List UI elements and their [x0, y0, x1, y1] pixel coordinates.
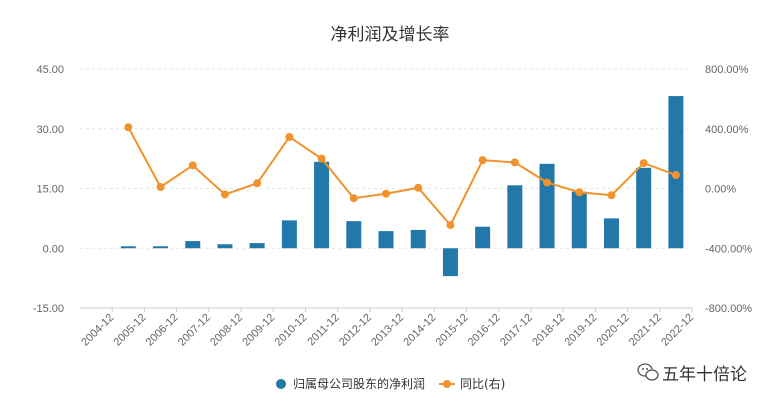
line-point[interactable]	[317, 154, 326, 163]
bar[interactable]	[571, 191, 587, 249]
line-point[interactable]	[285, 132, 294, 141]
line-point[interactable]	[543, 178, 552, 187]
bar[interactable]	[153, 246, 169, 249]
grid-lines	[80, 68, 692, 309]
bar[interactable]	[475, 226, 491, 249]
legend-bar-marker	[276, 379, 286, 389]
x-tick-label: 2014-12	[401, 312, 438, 349]
bar[interactable]	[346, 221, 362, 249]
x-tick-label: 2018-12	[530, 312, 567, 349]
right-tick-label: 400.00%	[705, 124, 749, 136]
right-tick-label: 0.00%	[705, 184, 736, 196]
growth-line	[127, 126, 677, 227]
x-tick-label: 2016-12	[466, 312, 503, 349]
legend-item-bar[interactable]: 归属母公司股东的净利润	[276, 376, 425, 391]
x-tick-label: 2022-12	[659, 312, 696, 349]
x-tick-label: 2020-12	[595, 312, 632, 349]
line-point[interactable]	[671, 171, 680, 180]
right-tick-label: -400.00%	[705, 243, 752, 255]
bar[interactable]	[636, 167, 652, 249]
bar[interactable]	[378, 231, 394, 249]
right-tick-label: -800.00%	[705, 303, 752, 315]
x-tick-label: 2010-12	[273, 312, 310, 349]
left-tick-label: 45.00	[36, 64, 64, 76]
bar[interactable]	[603, 218, 619, 249]
legend-line-label: 同比(右)	[460, 376, 505, 391]
line-point[interactable]	[156, 183, 165, 192]
bar[interactable]	[185, 241, 201, 249]
line-point[interactable]	[220, 190, 229, 199]
x-tick-label: 2013-12	[369, 312, 406, 349]
x-tick-label: 2021-12	[627, 312, 664, 349]
x-tick-label: 2012-12	[337, 312, 374, 349]
right-tick-label: 800.00%	[705, 64, 749, 76]
x-tick-label: 2005-12	[112, 312, 149, 349]
legend-bar-label: 归属母公司股东的净利润	[293, 376, 425, 391]
x-tick-label: 2019-12	[562, 312, 599, 349]
bar[interactable]	[314, 161, 330, 249]
x-tick-label: 2004-12	[79, 312, 116, 349]
line-point[interactable]	[124, 123, 133, 132]
legend-item-line[interactable]: 同比(右)	[439, 376, 505, 391]
x-tick-label: 2011-12	[305, 312, 341, 348]
line-point[interactable]	[478, 156, 487, 165]
line-point[interactable]	[510, 158, 519, 167]
x-tick-label: 2007-12	[176, 312, 213, 349]
left-tick-label: 30.00	[36, 124, 64, 136]
x-axis-ticks: 2004-122005-122006-122007-122008-122009-…	[79, 308, 696, 349]
line-point[interactable]	[382, 189, 390, 198]
bar[interactable]	[249, 243, 265, 249]
x-tick-label: 2008-12	[208, 312, 245, 349]
line-point[interactable]	[607, 191, 616, 200]
bar[interactable]	[442, 248, 458, 277]
x-tick-label: 2017-12	[498, 312, 535, 349]
right-axis-ticks: -800.00% -400.00% 0.00% 400.00% 800.00%	[705, 64, 752, 315]
left-tick-label: 0.00	[43, 243, 64, 255]
bar[interactable]	[217, 244, 233, 249]
bar[interactable]	[120, 246, 136, 249]
bar[interactable]	[410, 229, 426, 249]
chart-title: 净利润及增长率	[331, 25, 450, 45]
left-tick-label: -15.00	[33, 303, 64, 315]
x-tick-label: 2006-12	[144, 312, 181, 349]
watermark: 五年十倍论	[637, 363, 747, 385]
bar[interactable]	[507, 185, 523, 249]
line-series	[124, 123, 680, 230]
line-point[interactable]	[446, 221, 455, 230]
line-point[interactable]	[349, 194, 358, 203]
bar[interactable]	[281, 220, 297, 249]
bar[interactable]	[539, 163, 555, 249]
wechat-icon	[637, 363, 659, 381]
legend-line-marker	[443, 380, 451, 388]
line-point[interactable]	[253, 179, 262, 188]
line-point[interactable]	[414, 183, 423, 192]
x-tick-label: 2015-12	[434, 312, 471, 349]
bar-series	[88, 96, 684, 277]
watermark-text: 五年十倍论	[662, 365, 747, 385]
left-axis-ticks: -15.00 0.00 15.00 30.00 45.00	[33, 64, 64, 315]
left-tick-label: 15.00	[36, 184, 64, 196]
legend[interactable]: 归属母公司股东的净利润 同比(右)	[276, 376, 505, 391]
line-point[interactable]	[575, 188, 584, 197]
line-point[interactable]	[188, 161, 197, 170]
x-tick-label: 2009-12	[240, 312, 277, 349]
line-point[interactable]	[639, 159, 648, 168]
